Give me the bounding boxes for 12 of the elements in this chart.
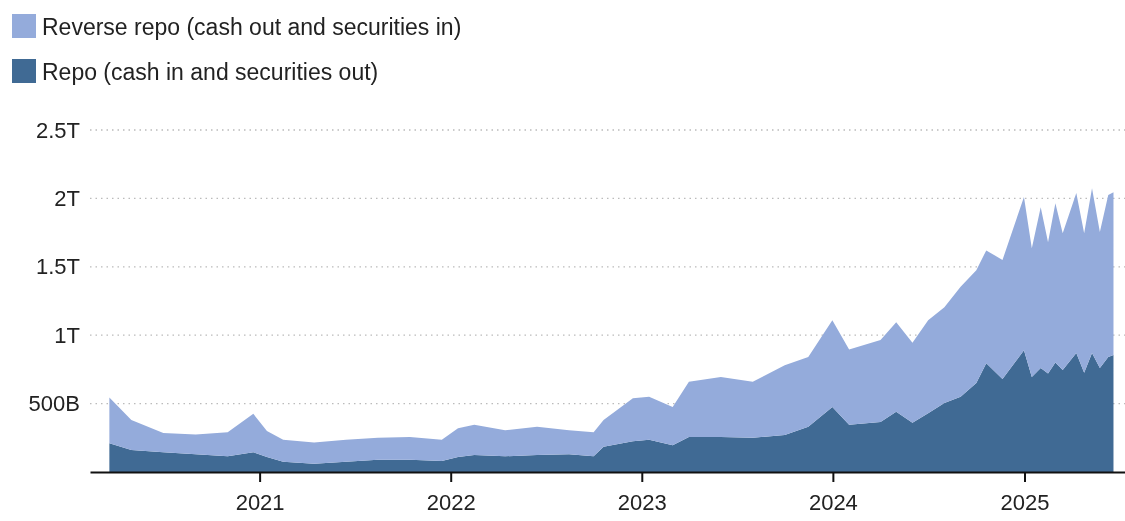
legend-label: Reverse repo (cash out and securities in) — [42, 14, 462, 40]
y-tick-label: 500B — [28, 391, 80, 417]
x-tick-label: 2021 — [235, 489, 285, 515]
legend-label: Repo (cash in and securities out) — [42, 59, 379, 85]
x-tick-label: 2025 — [1000, 489, 1050, 515]
y-tick-label: 1T — [54, 322, 80, 348]
x-tick-label: 2022 — [426, 489, 476, 515]
y-tick-label: 2.5T — [35, 117, 80, 143]
y-tick-label: 2T — [54, 185, 80, 211]
x-tick-label: 2024 — [808, 489, 858, 515]
x-tick-label: 2023 — [617, 489, 667, 515]
y-tick-label: 1.5T — [35, 254, 80, 280]
